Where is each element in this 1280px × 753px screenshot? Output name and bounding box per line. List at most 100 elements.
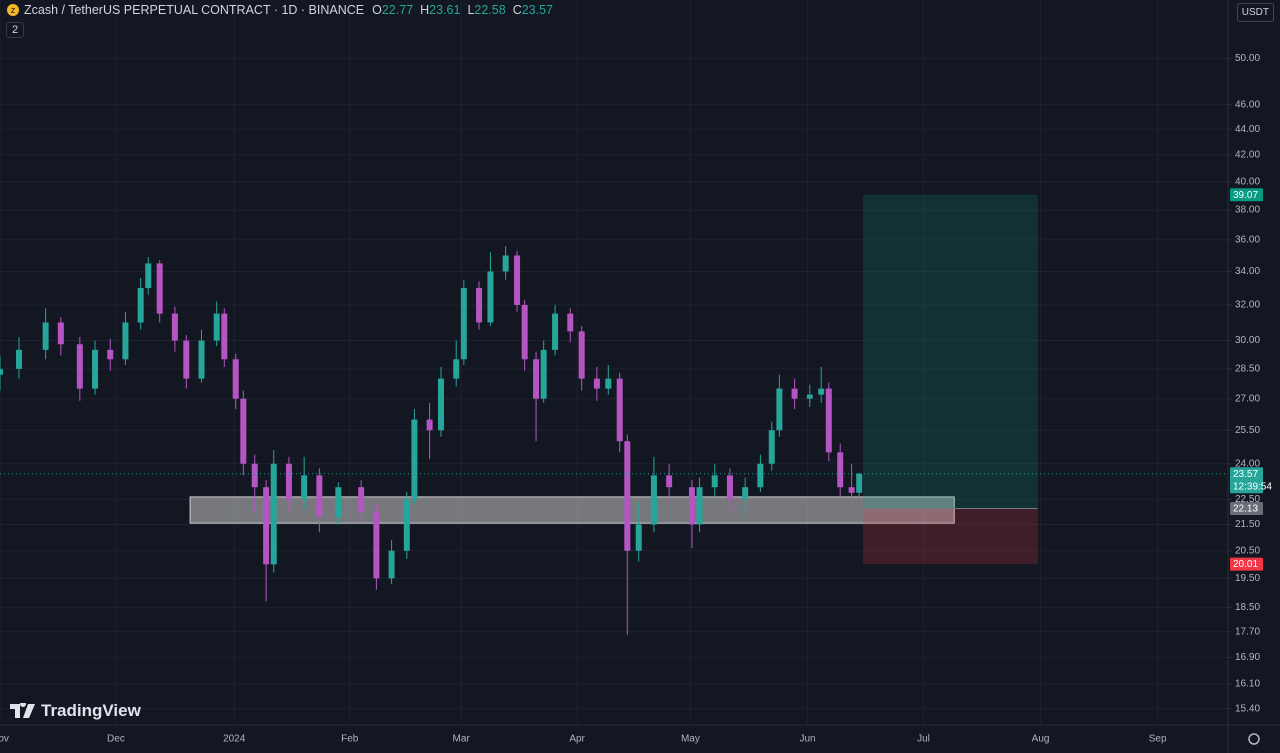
candle-body <box>388 550 395 579</box>
ohlc-o: O22.77 <box>372 3 416 17</box>
candle-body <box>726 475 733 500</box>
y-tick-label: 25.50 <box>1235 425 1260 436</box>
candle-body <box>251 463 258 488</box>
logo-text: TradingView <box>41 701 141 720</box>
candle-body <box>806 394 813 399</box>
y-tick-label: 42.00 <box>1235 149 1260 160</box>
x-tick-label: Mar <box>453 734 471 745</box>
y-tick-label: 30.00 <box>1235 335 1260 346</box>
candle-body <box>757 463 764 488</box>
candle-body <box>316 475 323 517</box>
y-tick-label: 34.00 <box>1235 266 1260 277</box>
candle-body <box>688 487 695 525</box>
candle-body <box>696 487 703 525</box>
entry-label: 22.13 <box>1233 504 1258 515</box>
candle-body <box>145 263 152 288</box>
candle-body <box>567 313 574 332</box>
loss-zone <box>863 508 1038 565</box>
y-tick-label: 16.90 <box>1235 652 1260 663</box>
y-tick-label: 50.00 <box>1235 53 1260 64</box>
candle-body <box>552 313 559 350</box>
x-tick-label: Nov <box>0 734 9 745</box>
candle-body <box>156 263 163 314</box>
logo: TradingView <box>10 701 141 721</box>
y-tick-label: 18.50 <box>1235 602 1260 613</box>
y-tick-label: 17.70 <box>1235 626 1260 637</box>
candle-body <box>711 475 718 488</box>
y-tick-label: 46.00 <box>1235 99 1260 110</box>
candle-body <box>791 388 798 399</box>
y-tick-label: 27.00 <box>1235 393 1260 404</box>
last-price-label-bg <box>1230 467 1263 494</box>
y-tick-label: 38.00 <box>1235 205 1260 216</box>
candle-body <box>57 322 64 345</box>
coin-icon: z <box>7 4 19 16</box>
candle-body <box>122 322 129 360</box>
x-tick-label: Jul <box>917 734 930 745</box>
candle-body <box>373 511 380 579</box>
x-tick-label: May <box>681 734 700 745</box>
candle-body <box>666 475 673 488</box>
candle-body <box>742 487 749 500</box>
candle-body <box>476 287 483 323</box>
logo-icon <box>10 703 35 718</box>
last-price-label-countdown: 12:39:54 <box>1233 481 1272 492</box>
target-label-bg <box>1230 188 1263 202</box>
entry-label-bg <box>1230 502 1263 516</box>
currency-button[interactable]: USDT <box>1236 3 1274 22</box>
candle-body <box>650 475 657 525</box>
ohlc-l: L22.58 <box>467 3 508 17</box>
candle-body <box>285 463 292 500</box>
candle-body <box>635 524 642 551</box>
ohlc-label: L <box>467 3 475 17</box>
candle-body <box>818 388 825 395</box>
candle-body <box>232 359 239 399</box>
ohlc-label: C <box>512 3 522 17</box>
y-tick-label: 21.50 <box>1235 519 1260 530</box>
x-tick-label: Sep <box>1149 734 1167 745</box>
legend: z Zcash / TetherUS PERPETUAL CONTRACT · … <box>6 3 556 17</box>
candle-body <box>335 487 342 517</box>
candle-body <box>616 378 623 442</box>
settings-button[interactable] <box>1248 733 1260 745</box>
ohlc-value: 22.77 <box>381 3 414 17</box>
svg-text:z: z <box>11 5 16 15</box>
candle-body <box>403 499 410 551</box>
candle-body <box>593 378 600 389</box>
candle-body <box>16 349 23 369</box>
x-tick-label: Dec <box>107 734 125 745</box>
ohlc-value: 23.61 <box>429 3 461 17</box>
y-tick-label: 15.40 <box>1235 703 1260 714</box>
candle-body <box>301 475 308 500</box>
candle-body <box>776 388 783 431</box>
x-tick-label: 2024 <box>223 734 246 745</box>
indicators-toggle[interactable]: 2 <box>6 22 25 38</box>
y-tick-label: 36.00 <box>1235 235 1260 246</box>
last-price-label: 23.57 <box>1233 469 1258 480</box>
candle-body <box>107 349 114 360</box>
candle-body <box>848 487 855 493</box>
candle-body <box>624 441 631 551</box>
candle-body <box>426 419 433 431</box>
candle-body <box>411 419 418 500</box>
candle-body <box>438 378 445 431</box>
y-tick-label: 24.00 <box>1235 458 1260 469</box>
candle-body <box>137 287 144 323</box>
profit-zone <box>863 194 1038 509</box>
candle-body <box>578 331 585 379</box>
candle-body <box>825 388 832 453</box>
candle-body <box>221 313 228 360</box>
y-tick-label: 32.00 <box>1235 300 1260 311</box>
candle-body <box>856 473 863 493</box>
candle-body <box>540 349 547 399</box>
candle-body <box>453 359 460 379</box>
candle-body <box>514 255 521 305</box>
candle-body <box>183 340 190 379</box>
candle-body <box>270 463 277 565</box>
x-tick-label: Jun <box>799 734 815 745</box>
candle-body <box>358 487 365 512</box>
ohlc-label: H <box>420 3 430 17</box>
y-tick-label: 40.00 <box>1235 176 1260 187</box>
